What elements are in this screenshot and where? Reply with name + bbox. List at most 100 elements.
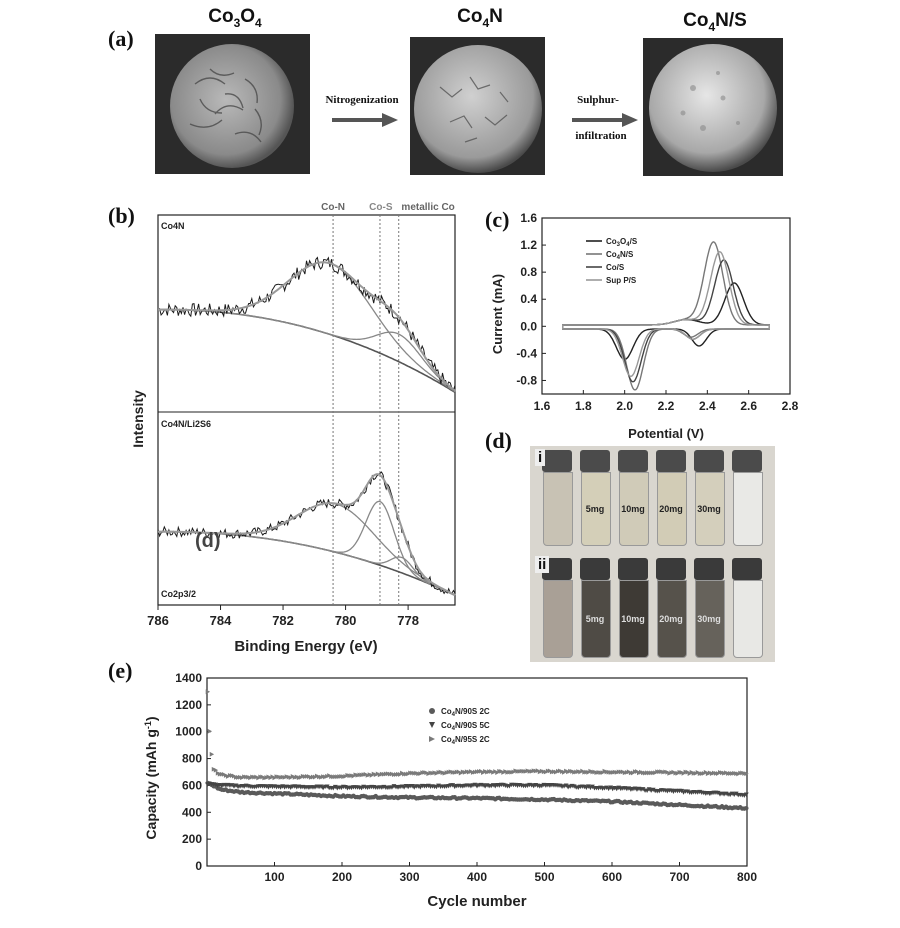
cycling-point <box>472 782 478 788</box>
cycling-point <box>743 792 749 797</box>
cv-series-3 <box>562 250 770 378</box>
cycling-legend-label: Co4N/90S 2C <box>441 707 490 718</box>
cv-xtick-label: 2.2 <box>658 399 675 413</box>
vial <box>656 558 687 658</box>
cycling-xlabel: Cycle number <box>427 893 526 910</box>
cv-xtick-label: 2.4 <box>699 399 716 413</box>
xps-xtick-label: 780 <box>335 613 357 628</box>
cycling-legend-marker <box>429 708 435 714</box>
step-nitrogenization-label: Nitrogenization <box>325 94 399 106</box>
cycling-legend-label: Co4N/90S 5C <box>441 721 490 732</box>
cycling-point <box>650 787 656 793</box>
cv-ytick-label: -0.4 <box>516 346 537 360</box>
cycling-point <box>324 784 330 789</box>
vial-label: 20mg <box>659 614 683 624</box>
vial <box>732 558 763 658</box>
vial <box>732 450 763 546</box>
cycling-xtick-label: 400 <box>467 870 487 884</box>
xps-xlabel: Binding Energy (eV) <box>234 638 377 655</box>
vial-label: 5mg <box>585 504 605 514</box>
material-title-co3o4: Co3O4 <box>208 6 262 30</box>
cycling-ytick-label: 0 <box>195 859 202 873</box>
material-title-co4n: Co4N <box>457 6 503 30</box>
sem-image-co4n <box>410 37 545 175</box>
vial-row-ii: 5mg 10mg 20mg 30mg <box>530 554 775 662</box>
panel-label-d: (d) <box>485 428 512 453</box>
cycling-point <box>646 787 652 792</box>
vial <box>656 450 687 546</box>
cv-frame <box>541 217 791 395</box>
cycling-point <box>733 791 739 796</box>
cycling-point <box>744 806 749 811</box>
cycling-point <box>205 689 211 695</box>
cycling-legend-marker <box>429 736 435 742</box>
xps-frame <box>157 214 456 606</box>
cycling-point <box>450 783 456 788</box>
xps-xtick-label: 782 <box>272 613 294 628</box>
cv-legend-label: Co3O4/S <box>606 237 638 248</box>
vial-row-ii-label: ii <box>535 556 550 573</box>
step-sulphur-label-1: Sulphur- <box>577 94 619 106</box>
sem-image-co3o4 <box>155 34 310 174</box>
cv-series-0 <box>562 282 770 361</box>
cycling-point <box>207 728 213 734</box>
cv-ylabel: Current (mA) <box>490 274 505 354</box>
cv-ytick-label: 0.0 <box>520 319 537 333</box>
cv-xtick-label: 2.6 <box>740 399 757 413</box>
cycling-point <box>608 785 614 790</box>
cycling-series-2 <box>205 689 749 781</box>
xps-bottom-label: Co4N/Li2S6 <box>161 419 211 429</box>
cycling-series-1 <box>205 781 749 798</box>
xps-component-curve <box>158 308 456 392</box>
vial-label: 30mg <box>697 614 721 624</box>
panel-label-c: (c) <box>485 207 510 232</box>
arrow-icon-1 <box>332 113 398 127</box>
cycling-legend-label: Co4N/95S 2C <box>441 735 490 746</box>
xps-background-curve <box>158 308 456 393</box>
arrow-icon-2 <box>572 113 638 127</box>
cycling-ytick-label: 200 <box>182 832 202 846</box>
vial-label: 10mg <box>621 614 645 624</box>
cv-ytick-label: 1.2 <box>520 238 537 252</box>
step-sulphur-label-2: infiltration <box>575 130 627 142</box>
vial <box>618 558 649 658</box>
vial-row-i-label: i <box>535 449 546 466</box>
xps-ref-label-con: Co-N <box>321 202 345 213</box>
vial-row-i: 5mg 10mg 20mg 30mg <box>530 446 775 550</box>
vial-label: 20mg <box>659 504 683 514</box>
cv-chart: Current (mA) 1.6 1.8 2.0 2.2 2.4 2.6 2.8 1.6 1.2… <box>490 211 799 441</box>
cycling-ytick-label: 400 <box>182 805 202 819</box>
cycling-chart: Capacity (mAh g-1) 100 200 300 400 500 600 700… <box>143 671 757 910</box>
cv-legend-label: Co4N/S <box>606 250 634 261</box>
xps-chart: Intensity Co-N Co-S metallic Co 786 784 782 7… <box>130 202 456 655</box>
cv-legend-label: Co/S <box>606 263 625 272</box>
panel-label-b: (b) <box>108 203 135 228</box>
vial-label: 5mg <box>585 614 605 624</box>
cycling-point <box>604 785 609 790</box>
xps-ref-label-metal: metallic Co <box>401 202 454 213</box>
cycling-point <box>213 767 219 773</box>
cv-xlabel: Potential (V) <box>628 426 704 441</box>
cycling-ytick-label: 1000 <box>175 725 202 739</box>
cycling-ytick-label: 1400 <box>175 671 202 685</box>
cycling-point <box>715 790 721 796</box>
cycling-point <box>318 784 324 789</box>
cycling-ytick-label: 600 <box>182 778 202 792</box>
xps-top-label: Co4N <box>161 221 185 231</box>
xps-xtick-label: 786 <box>147 613 169 628</box>
cycling-point <box>640 787 646 792</box>
cv-ytick-label: 1.6 <box>520 211 537 225</box>
xps-raw-curve <box>157 256 456 392</box>
panel-label-e: (e) <box>108 658 133 683</box>
cycling-point <box>409 784 415 789</box>
vial <box>694 450 725 546</box>
xps-ylabel: Intensity <box>130 390 146 448</box>
vial <box>618 450 649 546</box>
vial <box>542 558 573 658</box>
cycling-xtick-label: 600 <box>602 870 622 884</box>
cv-series-2 <box>562 259 770 383</box>
cycling-point <box>233 783 239 788</box>
xps-orbital-label: Co2p3/2 <box>161 589 196 599</box>
xps-xtick-label: 778 <box>397 613 419 628</box>
cycling-point <box>209 751 215 757</box>
